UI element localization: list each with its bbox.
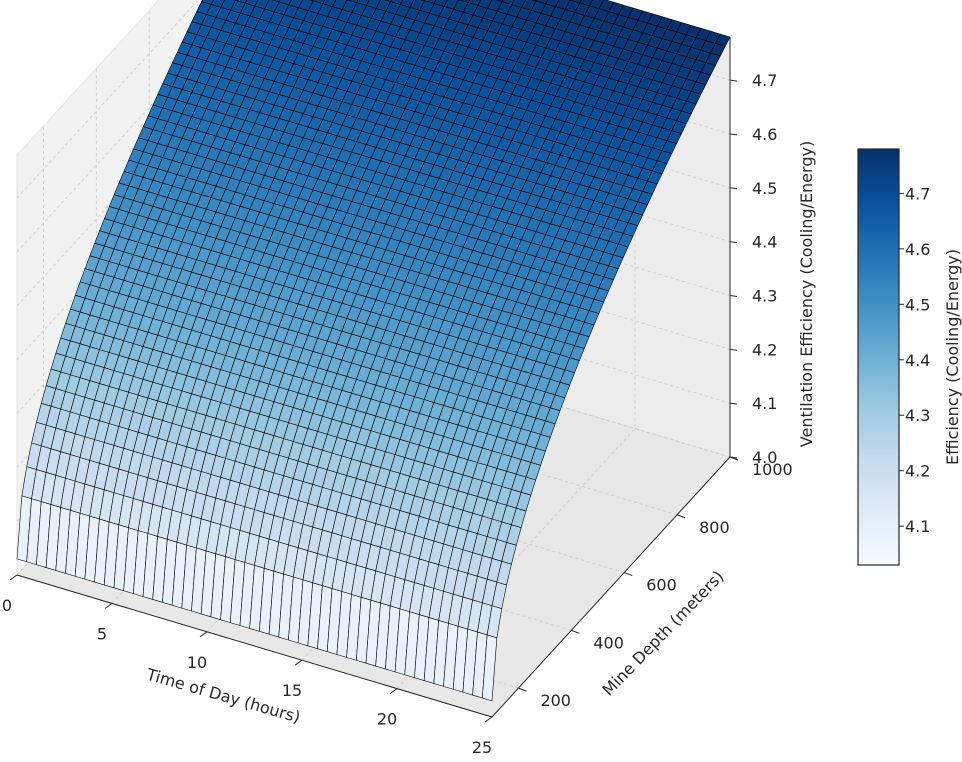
y-tick-label: 600 (646, 576, 677, 595)
y-axis-line (491, 456, 731, 718)
z-tick-label: 4.4 (752, 233, 777, 252)
z-tick-label: 4.7 (752, 71, 777, 90)
colorbar-tick-label: 4.3 (905, 406, 930, 425)
z-tick-mark (729, 402, 738, 405)
colorbar-tick-label: 4.7 (905, 184, 930, 203)
z-tick-labels: 4.0 4.1 4.2 4.3 4.4 4.5 4.6 4.7 (729, 71, 777, 467)
x-tick-label: 20 (377, 710, 397, 729)
y-tick-mark (624, 572, 633, 577)
x-tick-labels: 0 5 10 15 20 25 (2, 574, 493, 757)
colorbar-tick-label: 4.2 (905, 462, 930, 481)
x-tick-mark (104, 602, 113, 609)
y-tick-mark (571, 629, 580, 634)
y-tick-mark (518, 687, 527, 692)
x-tick-label: 25 (472, 738, 492, 757)
z-axis-label: Ventilation Efficiency (Cooling/Energy) (797, 141, 816, 447)
z-tick-label: 4.3 (752, 286, 777, 305)
x-tick-label: 15 (282, 681, 302, 700)
z-tick-label: 4.0 (752, 448, 777, 467)
x-tick-mark (484, 716, 493, 723)
x-tick-label: 5 (97, 624, 107, 643)
z-tick-label: 4.2 (752, 340, 777, 359)
surface-mesh (16, 0, 731, 702)
x-tick-mark (294, 659, 303, 666)
surface-cell (482, 634, 498, 702)
x-tick-mark (389, 688, 398, 695)
y-tick-label: 200 (540, 691, 571, 710)
colorbar: 4.1 4.2 4.3 4.4 4.5 4.6 4.7 Efficiency (Coolin… (857, 148, 962, 566)
y-tick-mark (676, 514, 686, 519)
z-tick-mark (729, 348, 738, 351)
z-tick-mark (729, 187, 738, 190)
y-grid-line (95, 68, 572, 631)
y-grid-line (43, 126, 519, 689)
z-tick-label: 4.5 (752, 179, 777, 198)
colorbar-label: Efficiency (Cooling/Energy) (943, 249, 962, 465)
z-tick-mark (729, 456, 738, 459)
x-tick-label: 0 (2, 596, 12, 615)
z-tick-mark (729, 133, 738, 136)
colorbar-tick-label: 4.6 (905, 240, 930, 259)
colorbar-tick-label: 4.1 (905, 517, 930, 536)
z-tick-mark (729, 294, 738, 297)
colorbar-tick-label: 4.5 (905, 295, 930, 314)
axis-lines (16, 37, 731, 718)
colorbar-gradient (857, 148, 900, 566)
z-tick-mark (729, 79, 738, 82)
y-tick-labels: 200 400 600 800 1000 (518, 456, 793, 710)
colorbar-tick-label: 4.4 (905, 351, 930, 370)
colorbar-ticks: 4.1 4.2 4.3 4.4 4.5 4.6 4.7 (899, 184, 930, 536)
x-axis-label: Time of Day (hours) (144, 664, 303, 726)
x-tick-mark (199, 631, 208, 638)
y-tick-label: 400 (593, 633, 624, 652)
x-axis-line (16, 574, 493, 718)
z-tick-label: 4.1 (752, 394, 777, 413)
x-tick-label: 10 (187, 653, 207, 672)
y-tick-label: 800 (699, 518, 730, 537)
z-tick-mark (729, 241, 738, 244)
x-tick-mark (9, 574, 18, 581)
z-tick-label: 4.6 (752, 125, 777, 144)
y-tick-label: 1000 (752, 460, 793, 479)
